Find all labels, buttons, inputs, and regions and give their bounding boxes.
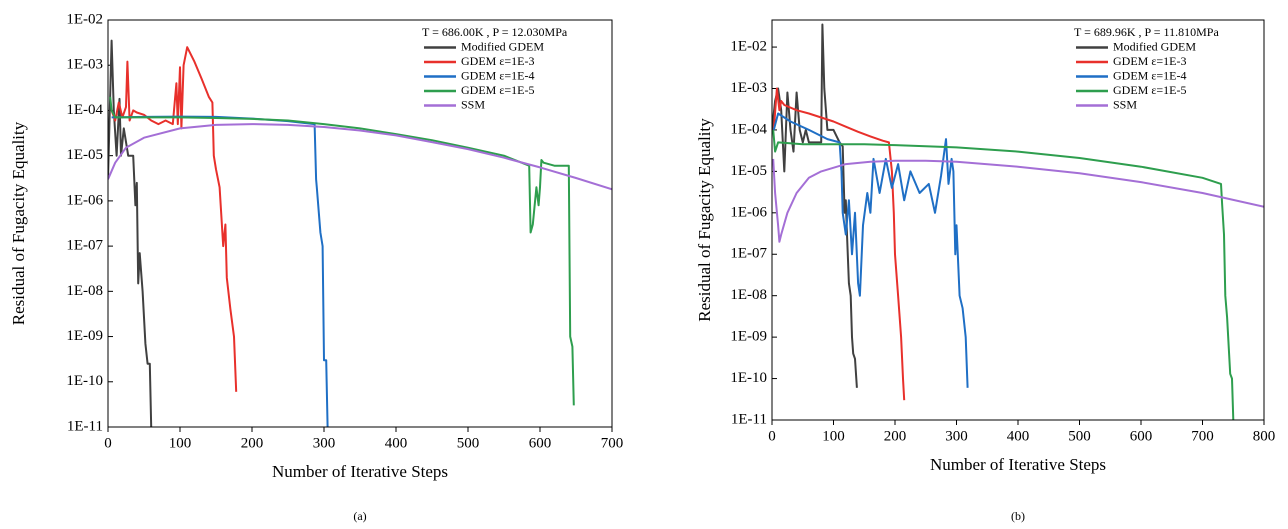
y-tick-label: 1E-07 — [66, 238, 103, 254]
x-tick-label: 500 — [457, 435, 480, 451]
plot-lines — [772, 23, 1264, 420]
x-tick-label: 400 — [1007, 428, 1030, 444]
annotation: T = 689.96K , P = 11.810MPa — [1074, 25, 1219, 39]
x-tick-label: 700 — [601, 435, 624, 451]
x-tick-label: 300 — [313, 435, 336, 451]
series-line — [108, 123, 612, 191]
x-axis-label: Number of Iterative Steps — [272, 462, 448, 481]
x-tick-label: 0 — [104, 435, 112, 451]
y-tick-label: 1E-05 — [66, 147, 103, 163]
y-tick-label: 1E-11 — [731, 411, 767, 427]
caption: (a) — [353, 509, 366, 523]
y-tick-label: 1E-03 — [66, 57, 103, 73]
x-axis-label: Number of Iterative Steps — [930, 455, 1106, 474]
x-tick-label: 700 — [1191, 428, 1214, 444]
x-tick-label: 500 — [1068, 428, 1091, 444]
legend-label: SSM — [461, 97, 485, 111]
x-tick-label: 200 — [884, 428, 907, 444]
caption: (b) — [1011, 509, 1025, 523]
series-line — [110, 46, 238, 392]
series-line — [108, 39, 153, 427]
x-tick-label: 800 — [1253, 428, 1276, 444]
y-tick-label: 1E-08 — [66, 283, 103, 299]
y-tick-label: 1E-03 — [730, 80, 767, 96]
x-tick-label: 400 — [385, 435, 408, 451]
legend-label: GDEM ε=1E-5 — [1113, 83, 1186, 97]
y-tick-label: 1E-10 — [66, 373, 103, 389]
y-axis-label: Residual of Fugacity Equality — [9, 121, 28, 325]
plot-frame — [107, 19, 613, 428]
annotation: T = 686.00K , P = 12.030MPa — [422, 25, 568, 39]
legend-label: GDEM ε=1E-3 — [1113, 54, 1186, 68]
x-tick-label: 200 — [241, 435, 264, 451]
y-tick-label: 1E-08 — [730, 287, 767, 303]
x-tick-label: 0 — [768, 428, 776, 444]
y-tick-label: 1E-04 — [66, 102, 103, 118]
x-tick-label: 600 — [1130, 428, 1153, 444]
y-tick-label: 1E-10 — [730, 370, 767, 386]
legend-label: GDEM ε=1E-4 — [461, 68, 534, 82]
series-line — [109, 96, 575, 406]
y-tick-label: 1E-07 — [730, 246, 767, 262]
plot-frame — [771, 19, 1265, 421]
y-tick-label: 1E-04 — [730, 121, 767, 137]
legend-label: GDEM ε=1E-5 — [461, 83, 534, 97]
y-tick-label: 1E-05 — [730, 163, 767, 179]
legend-label: SSM — [1113, 97, 1137, 111]
y-tick-label: 1E-02 — [66, 11, 103, 27]
y-tick-label: 1E-09 — [66, 328, 103, 344]
series-line — [772, 112, 969, 388]
series-line — [772, 129, 1235, 420]
plot-lines — [108, 39, 612, 427]
x-tick-label: 100 — [822, 428, 845, 444]
y-tick-label: 1E-06 — [66, 192, 103, 208]
x-tick-label: 600 — [529, 435, 552, 451]
series-line — [772, 87, 906, 401]
legend-label: GDEM ε=1E-3 — [461, 54, 534, 68]
y-axis-label: Residual of Fugacity Equality — [695, 118, 714, 322]
legend-label: Modified GDEM — [461, 39, 544, 53]
series-line — [111, 115, 329, 427]
x-tick-label: 100 — [169, 435, 192, 451]
y-tick-label: 1E-06 — [730, 204, 767, 220]
y-tick-label: 1E-09 — [730, 329, 767, 345]
y-tick-label: 1E-02 — [730, 39, 767, 55]
legend-label: Modified GDEM — [1113, 39, 1196, 53]
series-line — [772, 23, 858, 388]
legend-label: GDEM ε=1E-4 — [1113, 68, 1186, 82]
y-tick-label: 1E-11 — [67, 418, 103, 434]
series-line — [772, 158, 1264, 243]
x-tick-label: 300 — [945, 428, 968, 444]
